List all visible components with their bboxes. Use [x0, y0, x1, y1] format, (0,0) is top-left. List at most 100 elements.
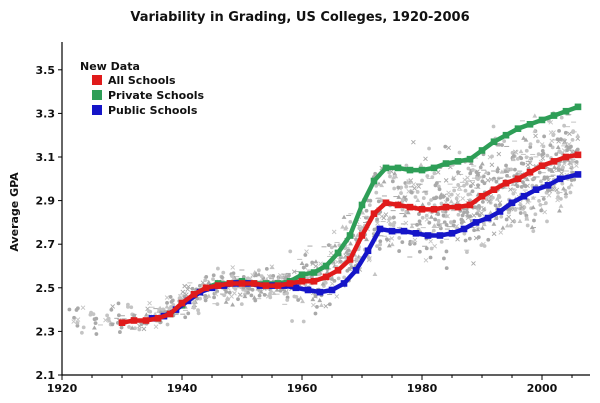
background-point [479, 243, 484, 247]
background-point [475, 227, 481, 232]
background-point [444, 222, 449, 227]
background-point [387, 170, 392, 175]
background-point [386, 237, 391, 243]
background-point [372, 227, 377, 232]
background-point [71, 319, 76, 324]
background-point [213, 291, 219, 297]
background-point [497, 200, 503, 206]
background-point [310, 296, 316, 302]
background-point [495, 169, 500, 174]
background-point [531, 177, 535, 182]
y-tick-label: 2.7 [36, 238, 56, 251]
series-point [544, 182, 552, 189]
background-point [75, 320, 80, 325]
background-point [537, 170, 542, 175]
background-point [502, 139, 507, 144]
background-point [498, 230, 504, 235]
background-point [439, 201, 444, 206]
background-point [558, 137, 563, 142]
background-point [355, 232, 360, 238]
background-point [506, 210, 511, 215]
series-point [526, 168, 534, 176]
background-point [75, 317, 81, 322]
background-point [470, 189, 475, 194]
background-point [455, 192, 461, 198]
background-point [457, 150, 462, 155]
background-point [191, 299, 197, 304]
background-point [137, 327, 142, 332]
background-point [511, 191, 516, 196]
background-point [242, 293, 248, 299]
background-point [518, 211, 523, 215]
background-point [519, 185, 524, 189]
background-point [268, 274, 273, 279]
background-point [491, 124, 496, 129]
background-point [545, 188, 550, 192]
background-point [568, 164, 574, 170]
background-point [423, 156, 428, 162]
background-point [409, 223, 415, 229]
background-point [519, 156, 524, 161]
background-point [239, 302, 244, 307]
background-point [375, 217, 379, 222]
background-point [466, 192, 471, 197]
background-point [196, 308, 200, 313]
background-point [555, 144, 561, 150]
background-point [445, 197, 450, 202]
background-point [405, 210, 411, 215]
series-point [346, 232, 354, 239]
background-point [75, 323, 80, 328]
series-point [202, 284, 210, 292]
background-point [389, 236, 395, 241]
background-point [546, 193, 552, 198]
background-point [147, 300, 152, 306]
background-point [462, 210, 466, 215]
series-point [310, 277, 318, 285]
background-point [206, 279, 212, 285]
background-point [222, 293, 227, 298]
series-point [418, 206, 426, 213]
background-point [127, 325, 131, 329]
background-point [481, 206, 486, 212]
background-point [440, 209, 445, 214]
background-point [499, 169, 505, 174]
background-point [548, 143, 553, 148]
background-point [470, 181, 476, 186]
background-point [410, 240, 415, 245]
background-point [545, 153, 550, 158]
background-point [561, 186, 566, 191]
background-point [444, 266, 449, 271]
background-point [81, 325, 86, 330]
background-point [357, 226, 362, 231]
background-point [204, 274, 209, 279]
background-point [574, 163, 579, 168]
background-point [532, 113, 538, 118]
series-point [178, 299, 186, 307]
background-point [555, 137, 560, 142]
background-point [571, 129, 576, 134]
background-point [165, 300, 169, 305]
background-point [212, 295, 216, 300]
background-point [525, 162, 531, 168]
series-point [502, 179, 510, 187]
series-point [424, 232, 432, 239]
series-point [418, 166, 426, 174]
background-point [558, 203, 564, 208]
background-point [465, 175, 470, 181]
background-point [411, 182, 417, 187]
background-point [530, 204, 536, 210]
background-point [570, 137, 575, 142]
background-point [452, 188, 457, 193]
background-point [186, 311, 191, 316]
background-point [148, 309, 153, 314]
background-point [405, 180, 411, 185]
background-point [465, 213, 471, 218]
background-point [445, 213, 450, 219]
series-point [550, 158, 558, 165]
background-point [105, 313, 110, 318]
background-point [477, 203, 481, 208]
background-point [388, 222, 393, 227]
background-point [427, 201, 431, 206]
